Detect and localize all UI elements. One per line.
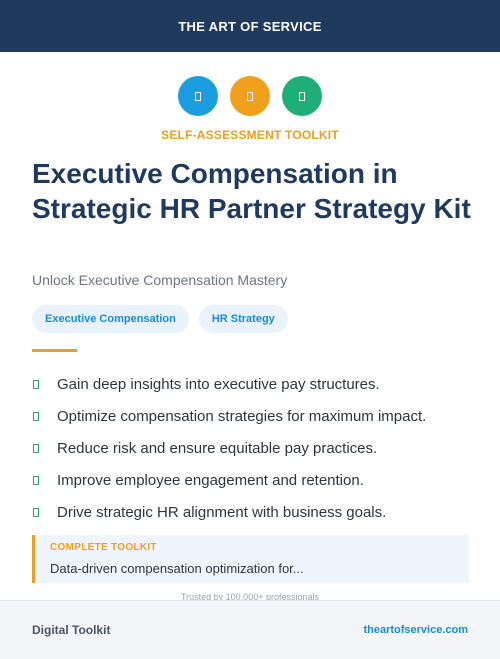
eyebrow-label: SELF-ASSESSMENT TOOLKIT [161,128,339,142]
benefit-text: Reduce risk and ensure equitable pay pra… [57,439,378,457]
benefit-text: Gain deep insights into executive pay st… [57,375,380,393]
top-bar: THE ART OF SERVICE [0,0,500,52]
document-glyph [299,91,305,101]
tag-list: Executive Compensation HR Strategy [32,305,288,333]
icon-row [0,76,500,116]
accent-divider [32,349,77,352]
benefit-text: Improve employee engagement and retentio… [57,471,364,489]
footer: Digital Toolkit theartofservice.com [0,600,500,659]
document-icon [230,76,270,116]
benefit-text: Optimize compensation strategies for max… [57,407,427,425]
callout-label: COMPLETE TOOLKIT [50,542,157,553]
document-glyph [195,91,201,101]
document-icon [282,76,322,116]
subtitle: Unlock Executive Compensation Mastery [32,272,288,288]
benefit-text: Drive strategic HR alignment with busine… [57,503,387,521]
list-item: Optimize compensation strategies for max… [32,400,426,432]
toolkit-callout: COMPLETE TOOLKIT Data-driven compensatio… [32,535,469,583]
brand-title: THE ART OF SERVICE [178,18,322,34]
tag-executive-compensation[interactable]: Executive Compensation [32,305,189,333]
website-link[interactable]: theartofservice.com [363,624,468,636]
list-item: Gain deep insights into executive pay st… [32,368,426,400]
document-glyph [247,91,253,101]
footer-label: Digital Toolkit [32,623,111,637]
callout-text: Data-driven compensation optimization fo… [50,561,304,576]
page-title: Executive Compensation in Strategic HR P… [32,158,471,224]
document-icon [178,76,218,116]
check-icon [33,443,39,453]
tag-hr-strategy[interactable]: HR Strategy [198,305,288,333]
check-icon [33,411,39,421]
check-icon [33,379,39,389]
list-item: Drive strategic HR alignment with busine… [32,496,426,528]
trust-line: Trusted by 100,000+ professionals [180,592,319,602]
list-item: Reduce risk and ensure equitable pay pra… [32,432,426,464]
benefit-list: Gain deep insights into executive pay st… [32,368,426,528]
list-item: Improve employee engagement and retentio… [32,464,426,496]
check-icon [33,507,39,517]
check-icon [33,475,39,485]
